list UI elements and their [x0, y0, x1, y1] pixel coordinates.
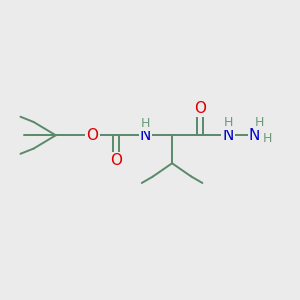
- Text: H: H: [255, 116, 265, 128]
- Text: O: O: [87, 128, 99, 143]
- Text: H: H: [141, 117, 150, 130]
- Text: N: N: [140, 128, 151, 143]
- Text: H: H: [263, 132, 272, 145]
- Text: N: N: [249, 128, 260, 143]
- Text: H: H: [223, 116, 233, 129]
- Text: N: N: [222, 128, 234, 143]
- Text: O: O: [110, 153, 122, 168]
- Text: O: O: [194, 101, 206, 116]
